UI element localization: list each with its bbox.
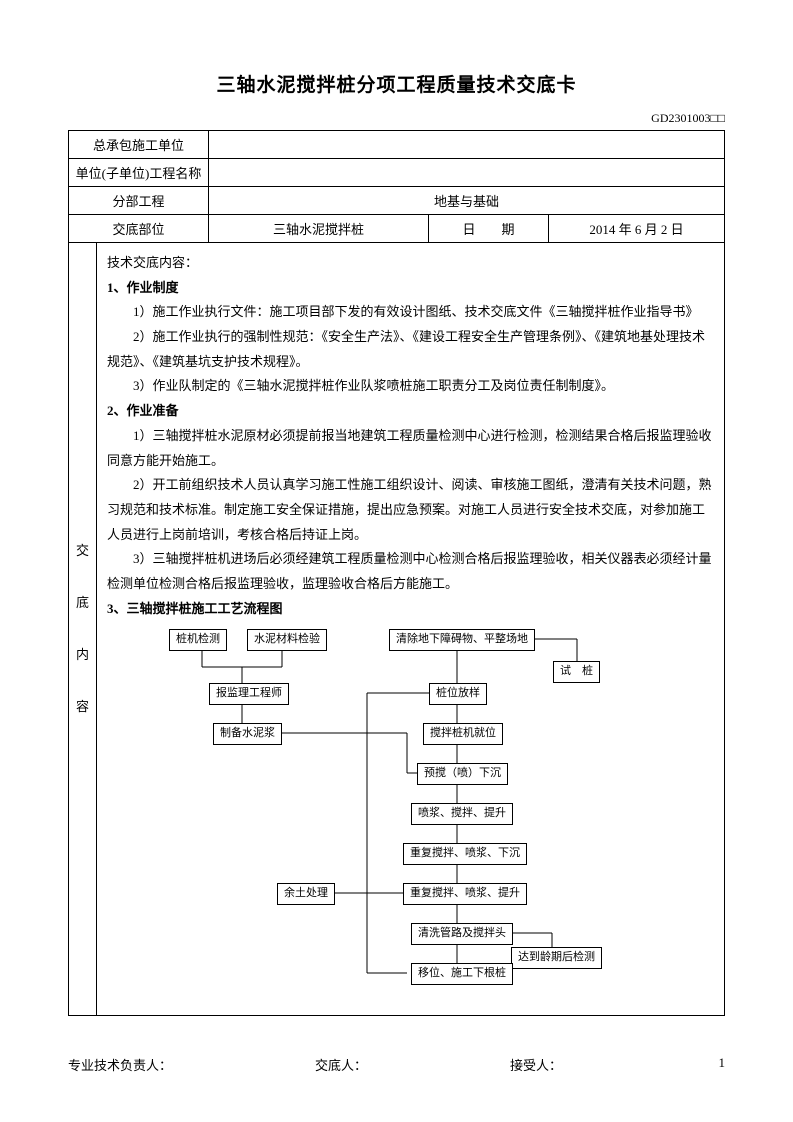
side-char: 交 (69, 525, 96, 577)
side-char: 内 (69, 629, 96, 681)
footer-tech-lead: 专业技术负责人： (68, 1055, 172, 1074)
value-section: 地基与基础 (209, 187, 725, 215)
page-number: 1 (705, 1055, 725, 1074)
footer-received-by: 接受人： (510, 1055, 562, 1074)
flow-node: 余土处理 (277, 883, 335, 904)
content-line: 2）施工作业执行的强制性规范：《安全生产法》、《建设工程安全生产管理条例》、《建… (107, 325, 714, 374)
content-heading: 技术交底内容： (107, 251, 714, 276)
flow-node: 清洗管路及搅拌头 (411, 923, 513, 944)
flow-node: 搅拌桩机就位 (423, 723, 503, 744)
table-row: 分部工程 地基与基础 (69, 187, 725, 215)
flow-node: 重复搅拌、喷浆、下沉 (403, 843, 527, 864)
flow-node: 水泥材料检验 (247, 629, 327, 650)
content-cell: 技术交底内容： 1、作业制度 1）施工作业执行文件：施工项目部下发的有效设计图纸… (97, 243, 725, 1016)
side-char: 容 (69, 681, 96, 733)
side-char: 底 (69, 577, 96, 629)
content-line: 1）施工作业执行文件：施工项目部下发的有效设计图纸、技术交底文件《三轴搅拌桩作业… (107, 300, 714, 325)
table-row: 总承包施工单位 (69, 131, 725, 159)
table-row: 交底部位 三轴水泥搅拌桩 日 期 2014 年 6 月 2 日 (69, 215, 725, 243)
value-project-name (209, 159, 725, 187)
label-position: 交底部位 (69, 215, 209, 243)
value-contractor (209, 131, 725, 159)
value-date: 2014 年 6 月 2 日 (549, 215, 725, 243)
label-project-name: 单位(子单位)工程名称 (69, 159, 209, 187)
flowchart: 桩机检测 水泥材料检验 清除地下障碍物、平整场地 试 桩 报监理工程师 桩位放样… (107, 627, 714, 1007)
table-row: 单位(子单位)工程名称 (69, 159, 725, 187)
flow-node: 喷浆、搅拌、提升 (411, 803, 513, 824)
flow-node: 预搅（喷）下沉 (417, 763, 508, 784)
header-table: 总承包施工单位 单位(子单位)工程名称 分部工程 地基与基础 交底部位 三轴水泥… (68, 130, 725, 243)
section-title: 3、三轴搅拌桩施工工艺流程图 (107, 597, 714, 622)
document-code: GD2301003□□ (68, 111, 725, 126)
flow-node: 制备水泥浆 (213, 723, 282, 744)
label-section: 分部工程 (69, 187, 209, 215)
side-label: 交 底 内 容 (69, 243, 97, 1016)
content-line: 3）三轴搅拌桩机进场后必须经建筑工程质量检测中心检测合格后报监理验收，相关仪器表… (107, 547, 714, 596)
label-contractor: 总承包施工单位 (69, 131, 209, 159)
flow-node: 桩机检测 (169, 629, 227, 650)
page-title: 三轴水泥搅拌桩分项工程质量技术交底卡 (68, 70, 725, 97)
flow-node: 桩位放样 (429, 683, 487, 704)
flow-node: 报监理工程师 (209, 683, 289, 704)
value-position: 三轴水泥搅拌桩 (209, 215, 429, 243)
label-date: 日 期 (429, 215, 549, 243)
flow-node: 移位、施工下根桩 (411, 963, 513, 984)
flow-node: 试 桩 (553, 661, 600, 682)
content-line: 1）三轴搅拌桩水泥原材必须提前报当地建筑工程质量检测中心进行检测，检测结果合格后… (107, 424, 714, 473)
content-line: 2）开工前组织技术人员认真学习施工性施工组织设计、阅读、审核施工图纸，澄清有关技… (107, 473, 714, 547)
section-title: 1、作业制度 (107, 276, 714, 301)
content-line: 3）作业队制定的《三轴水泥搅拌桩作业队浆喷桩施工职责分工及岗位责任制制度》。 (107, 374, 714, 399)
flow-node: 清除地下障碍物、平整场地 (389, 629, 535, 650)
footer-disclosed-by: 交底人： (315, 1055, 367, 1074)
flow-node: 重复搅拌、喷浆、提升 (403, 883, 527, 904)
page-footer: 专业技术负责人： 交底人： 接受人： 1 (68, 1055, 725, 1074)
flow-node: 达到龄期后检测 (511, 947, 602, 968)
content-table: 交 底 内 容 技术交底内容： 1、作业制度 1）施工作业执行文件：施工项目部下… (68, 243, 725, 1016)
section-title: 2、作业准备 (107, 399, 714, 424)
